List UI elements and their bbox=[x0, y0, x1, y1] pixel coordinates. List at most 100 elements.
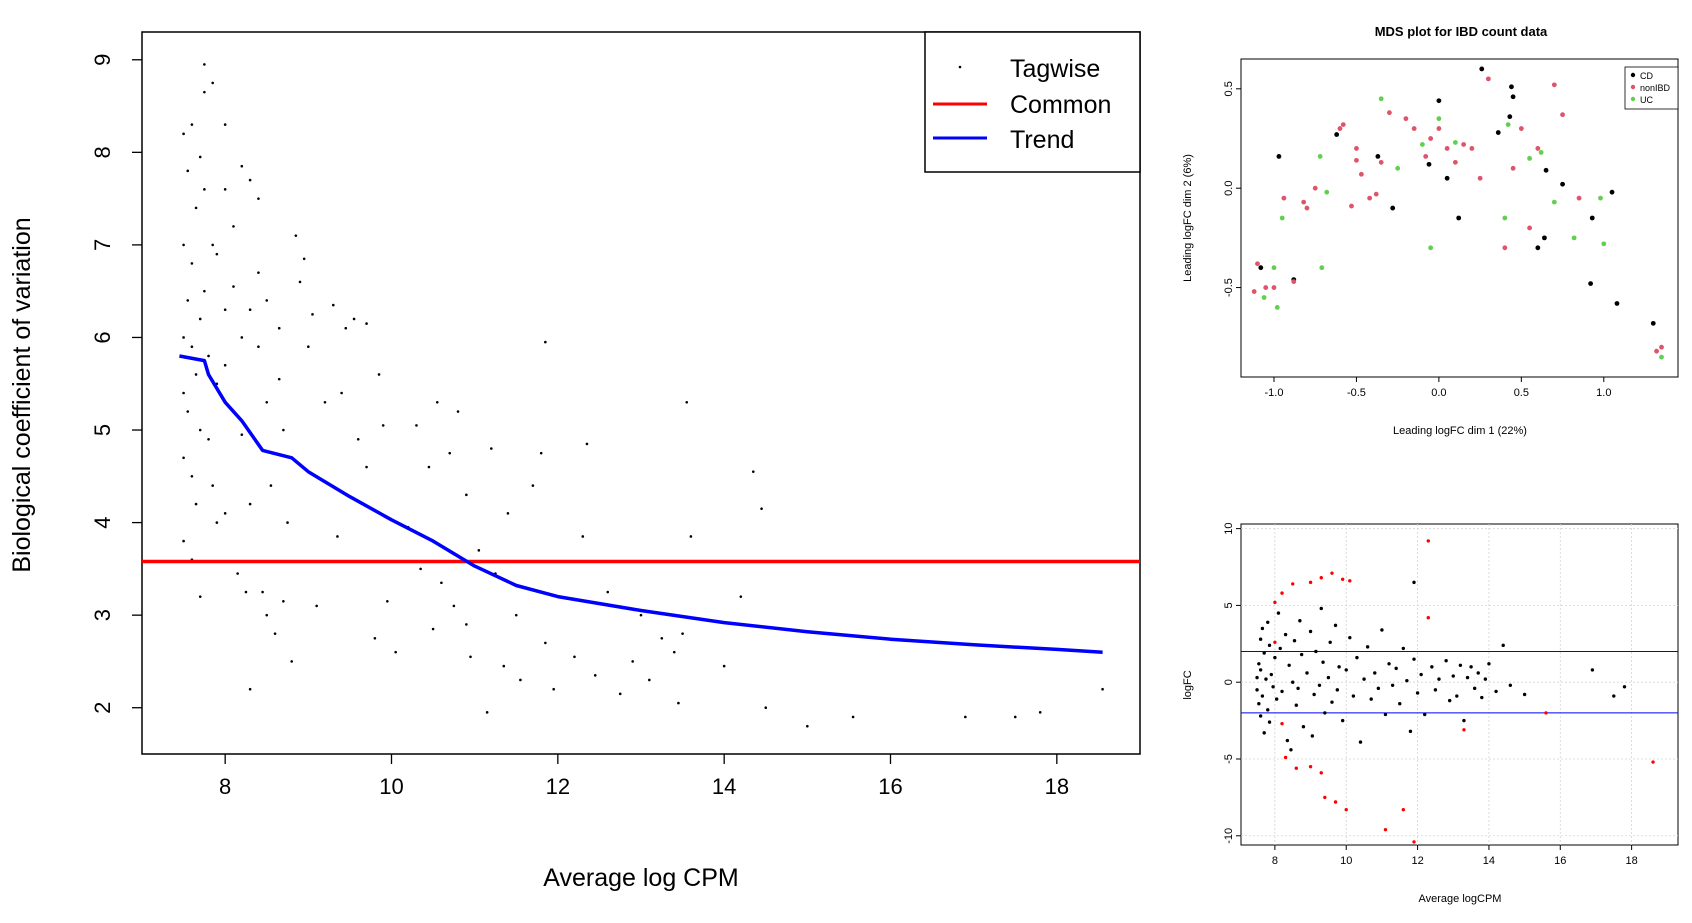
ma-x-tick-label: 8 bbox=[1272, 855, 1278, 867]
tagwise-point bbox=[215, 521, 219, 524]
mds-point-nonibd bbox=[1485, 76, 1491, 82]
tagwise-point bbox=[689, 535, 693, 538]
ma-point bbox=[1269, 672, 1274, 677]
tagwise-point bbox=[203, 289, 206, 293]
mds-point-nonibd bbox=[1527, 225, 1532, 231]
ma-point bbox=[1405, 678, 1409, 683]
mds-point-nonibd bbox=[1535, 146, 1541, 151]
ma-point-significant bbox=[1426, 539, 1430, 543]
tagwise-point bbox=[265, 299, 269, 302]
bcv-x-tick-label: 8 bbox=[219, 774, 231, 799]
ma-point bbox=[1255, 688, 1259, 692]
ma-point bbox=[1472, 686, 1477, 691]
ma-point bbox=[1415, 691, 1420, 695]
ma-point-significant bbox=[1294, 766, 1298, 770]
ma-point bbox=[1296, 686, 1300, 691]
ma-threshold-lines bbox=[1241, 650, 1678, 714]
tagwise-point bbox=[618, 692, 622, 696]
ma-x-tick-label: 12 bbox=[1411, 855, 1423, 867]
mds-point-cd bbox=[1276, 153, 1282, 159]
ma-point-significant bbox=[1426, 615, 1430, 620]
tagwise-point bbox=[573, 655, 576, 659]
ma-point bbox=[1257, 662, 1261, 666]
ma-point bbox=[1257, 701, 1261, 706]
mds-point-nonibd bbox=[1654, 348, 1659, 354]
bcv-y-tick-label: 4 bbox=[90, 516, 115, 528]
tagwise-point bbox=[373, 636, 377, 640]
mds-point-nonibd bbox=[1373, 191, 1379, 197]
ma-point bbox=[1358, 740, 1363, 744]
ma-point-significant bbox=[1273, 640, 1277, 644]
ma-point bbox=[1451, 674, 1455, 678]
ma-point bbox=[1326, 675, 1331, 680]
mds-point-uc bbox=[1551, 199, 1557, 205]
ma-point-significant bbox=[1348, 579, 1352, 583]
mds-point-nonibd bbox=[1387, 110, 1392, 116]
ma-point bbox=[1383, 712, 1388, 717]
ma-y-axis: -10 -5 0 5 10 bbox=[1223, 522, 1241, 844]
tagwise-point bbox=[311, 313, 314, 316]
mds-point-cd bbox=[1588, 281, 1593, 286]
tagwise-point bbox=[198, 428, 202, 432]
ma-point-significant bbox=[1319, 771, 1323, 775]
ma-point bbox=[1291, 680, 1295, 684]
mds-point-nonibd bbox=[1337, 126, 1343, 131]
tagwise-point bbox=[190, 475, 194, 478]
ma-point bbox=[1294, 703, 1298, 707]
ma-point bbox=[1273, 655, 1277, 660]
mds-legend-cd-symbol bbox=[1630, 72, 1636, 78]
mds-point-cd bbox=[1614, 301, 1620, 306]
ma-point bbox=[1394, 666, 1398, 671]
tagwise-point bbox=[194, 206, 198, 210]
mds-point-cd bbox=[1542, 235, 1547, 241]
bcv-legend-common-label: Common bbox=[1010, 91, 1111, 119]
tagwise-point bbox=[223, 363, 227, 367]
ma-point-significant bbox=[1283, 755, 1288, 760]
bcv-y-axis: 2 3 4 5 6 7 8 9 bbox=[90, 54, 142, 714]
ma-point bbox=[1301, 725, 1306, 729]
ma-point bbox=[1355, 655, 1359, 660]
ma-point bbox=[1494, 689, 1498, 694]
tagwise-point bbox=[751, 470, 755, 473]
mds-point-nonibd bbox=[1340, 122, 1346, 127]
ma-point bbox=[1476, 671, 1480, 675]
mds-point-uc bbox=[1319, 265, 1325, 271]
ma-point bbox=[1312, 692, 1316, 697]
mds-x-axis-label: Leading logFC dim 1 (22%) bbox=[1393, 425, 1527, 437]
ma-point bbox=[1458, 663, 1463, 668]
ma-y-axis-label: logFC bbox=[1182, 670, 1194, 699]
ma-point bbox=[1323, 711, 1327, 715]
tagwise-point bbox=[261, 590, 264, 594]
tagwise-point bbox=[506, 512, 510, 515]
mds-point-cd bbox=[1375, 153, 1381, 159]
mds-point-uc bbox=[1428, 245, 1434, 251]
mds-point-nonibd bbox=[1518, 126, 1524, 131]
mds-point-nonibd bbox=[1263, 285, 1269, 290]
tagwise-point bbox=[244, 590, 248, 594]
tagwise-point bbox=[282, 599, 285, 603]
tagwise-point bbox=[1101, 687, 1104, 691]
ma-point bbox=[1333, 623, 1338, 628]
ma-point bbox=[1258, 714, 1263, 718]
bcv-y-tick-label: 3 bbox=[90, 609, 115, 621]
mds-point-nonibd bbox=[1281, 195, 1287, 201]
ma-plot-frame bbox=[1240, 523, 1679, 846]
mds-point-nonibd bbox=[1423, 153, 1429, 159]
tagwise-point bbox=[248, 178, 252, 182]
ma-point bbox=[1501, 643, 1505, 648]
bcv-legend-tagwise-symbol bbox=[958, 65, 962, 69]
tagwise-point bbox=[415, 424, 418, 427]
tagwise-point bbox=[323, 400, 327, 404]
tagwise-point bbox=[722, 664, 726, 668]
ma-point bbox=[1387, 662, 1391, 666]
ma-point bbox=[1287, 663, 1291, 668]
tagwise-point bbox=[381, 424, 385, 427]
mds-point-uc bbox=[1505, 122, 1511, 127]
tagwise-point bbox=[277, 326, 281, 330]
ma-point bbox=[1469, 665, 1473, 669]
mds-point-nonibd bbox=[1304, 205, 1310, 211]
mds-y-tick-label: 0.5 bbox=[1223, 81, 1235, 96]
mds-point-uc bbox=[1598, 195, 1603, 201]
tagwise-point bbox=[236, 572, 239, 575]
